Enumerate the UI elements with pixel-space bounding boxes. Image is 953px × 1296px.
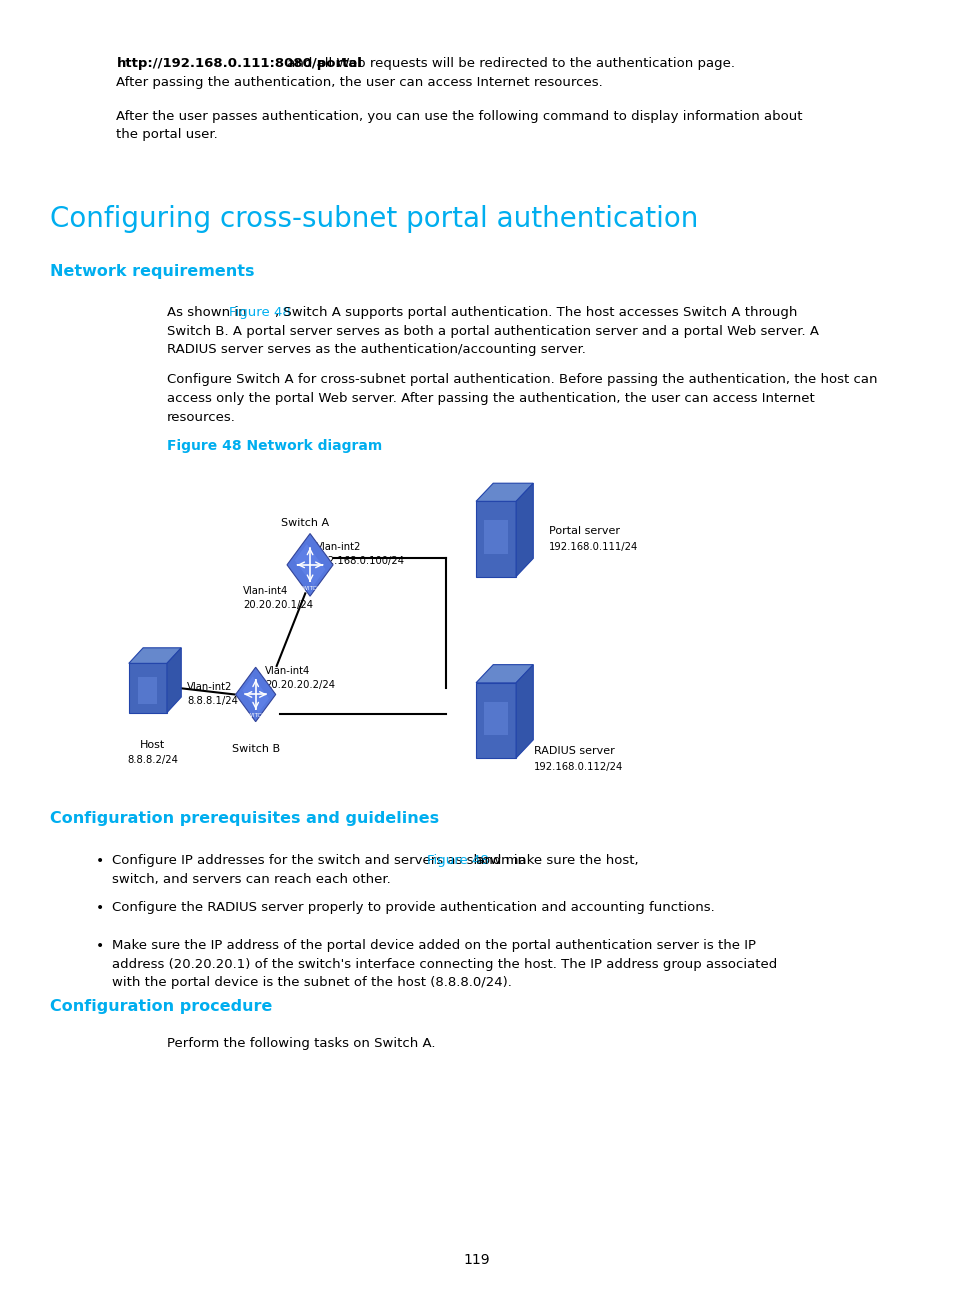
Text: Configuration prerequisites and guidelines: Configuration prerequisites and guidelin… (50, 811, 438, 826)
Text: Portal server: Portal server (548, 526, 618, 537)
Text: After passing the authentication, the user can access Internet resources.: After passing the authentication, the us… (116, 76, 602, 89)
Text: Vlan-int4: Vlan-int4 (243, 586, 288, 596)
Text: 192.168.0.111/24: 192.168.0.111/24 (548, 542, 638, 552)
Text: As shown in: As shown in (167, 306, 251, 319)
Polygon shape (287, 534, 333, 596)
Text: Configure the RADIUS server properly to provide authentication and accounting fu: Configure the RADIUS server properly to … (112, 901, 714, 914)
Text: 20.20.20.1/24: 20.20.20.1/24 (243, 600, 313, 610)
Text: Configuration procedure: Configuration procedure (50, 999, 272, 1013)
Text: •: • (95, 901, 104, 915)
Text: 119: 119 (463, 1253, 490, 1267)
Polygon shape (476, 665, 533, 683)
Polygon shape (294, 544, 325, 586)
Text: with the portal device is the subnet of the host (8.8.8.0/24).: with the portal device is the subnet of … (112, 976, 511, 989)
Text: •: • (95, 854, 104, 868)
Text: 8.8.8.1/24: 8.8.8.1/24 (187, 696, 237, 706)
Text: the portal user.: the portal user. (116, 128, 218, 141)
Polygon shape (138, 677, 157, 704)
Text: Switch A: Switch A (281, 518, 329, 529)
Polygon shape (167, 648, 181, 713)
Text: address (20.20.20.1) of the switch's interface connecting the host. The IP addre: address (20.20.20.1) of the switch's int… (112, 958, 776, 971)
Polygon shape (476, 502, 516, 577)
Text: Vlan-int2: Vlan-int2 (187, 682, 233, 692)
Text: 20.20.20.2/24: 20.20.20.2/24 (265, 680, 335, 691)
Text: 8.8.8.2/24: 8.8.8.2/24 (127, 756, 178, 766)
Text: switch, and servers can reach each other.: switch, and servers can reach each other… (112, 874, 390, 886)
Text: and all Web requests will be redirected to the authentication page.: and all Web requests will be redirected … (283, 57, 735, 70)
Polygon shape (129, 664, 167, 713)
Text: Host: Host (140, 740, 165, 750)
Polygon shape (516, 483, 533, 577)
Text: After the user passes authentication, you can use the following command to displ: After the user passes authentication, yo… (116, 110, 802, 123)
Polygon shape (242, 677, 269, 713)
Text: SWITCH: SWITCH (299, 586, 320, 591)
Text: Figure 48 Network diagram: Figure 48 Network diagram (167, 439, 382, 454)
Text: Figure 48: Figure 48 (426, 854, 488, 867)
Polygon shape (483, 520, 508, 553)
Text: SWITCH: SWITCH (245, 713, 266, 718)
Text: Figure 48: Figure 48 (229, 306, 291, 319)
Text: •: • (95, 938, 104, 953)
Polygon shape (476, 483, 533, 502)
Text: Vlan-int2: Vlan-int2 (315, 542, 361, 552)
Text: and make sure the host,: and make sure the host, (472, 854, 639, 867)
Text: Network requirements: Network requirements (50, 264, 253, 280)
Text: Configure IP addresses for the switch and servers as shown in: Configure IP addresses for the switch an… (112, 854, 529, 867)
Polygon shape (235, 667, 275, 722)
Text: http://192.168.0.111:8080/portal: http://192.168.0.111:8080/portal (116, 57, 362, 70)
Polygon shape (476, 683, 516, 758)
Polygon shape (483, 701, 508, 735)
Text: Perform the following tasks on Switch A.: Perform the following tasks on Switch A. (167, 1037, 435, 1050)
Text: 192.168.0.100/24: 192.168.0.100/24 (315, 556, 404, 566)
Text: Configure Switch A for cross-subnet portal authentication. Before passing the au: Configure Switch A for cross-subnet port… (167, 373, 877, 386)
Text: Configuring cross-subnet portal authentication: Configuring cross-subnet portal authenti… (50, 205, 698, 233)
Text: RADIUS server: RADIUS server (534, 746, 615, 757)
Text: RADIUS server serves as the authentication/accounting server.: RADIUS server serves as the authenticati… (167, 343, 585, 356)
Polygon shape (516, 665, 533, 758)
Text: access only the portal Web server. After passing the authentication, the user ca: access only the portal Web server. After… (167, 393, 814, 406)
Polygon shape (129, 648, 181, 664)
Text: Vlan-int4: Vlan-int4 (265, 666, 310, 677)
Text: Make sure the IP address of the portal device added on the portal authentication: Make sure the IP address of the portal d… (112, 938, 755, 951)
Text: , Switch A supports portal authentication. The host accesses Switch A through: , Switch A supports portal authenticatio… (275, 306, 797, 319)
Text: resources.: resources. (167, 411, 235, 424)
Text: Switch B: Switch B (232, 744, 279, 754)
Text: Switch B. A portal server serves as both a portal authentication server and a po: Switch B. A portal server serves as both… (167, 324, 818, 337)
Text: 192.168.0.112/24: 192.168.0.112/24 (534, 762, 623, 772)
